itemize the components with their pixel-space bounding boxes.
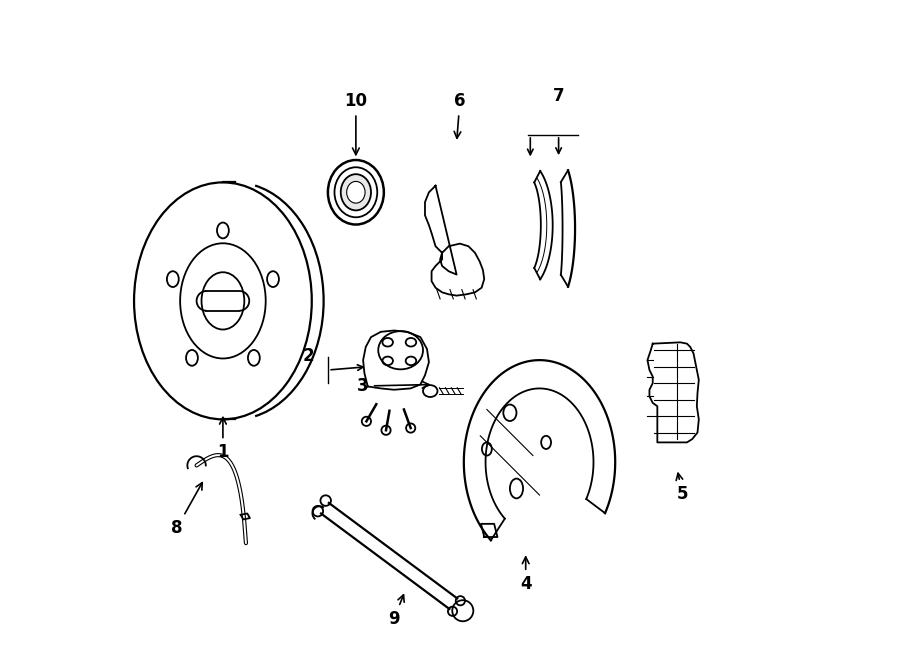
Ellipse shape: [341, 174, 371, 210]
Text: 3: 3: [357, 377, 429, 395]
Text: 1: 1: [217, 417, 229, 461]
Text: 7: 7: [553, 87, 564, 106]
Text: 9: 9: [388, 595, 404, 628]
Ellipse shape: [346, 181, 365, 203]
Text: 5: 5: [676, 473, 688, 503]
Text: 10: 10: [345, 93, 367, 155]
Text: 2: 2: [302, 348, 314, 366]
Text: 6: 6: [454, 93, 465, 138]
Text: 8: 8: [171, 483, 202, 537]
Text: 4: 4: [520, 557, 532, 593]
